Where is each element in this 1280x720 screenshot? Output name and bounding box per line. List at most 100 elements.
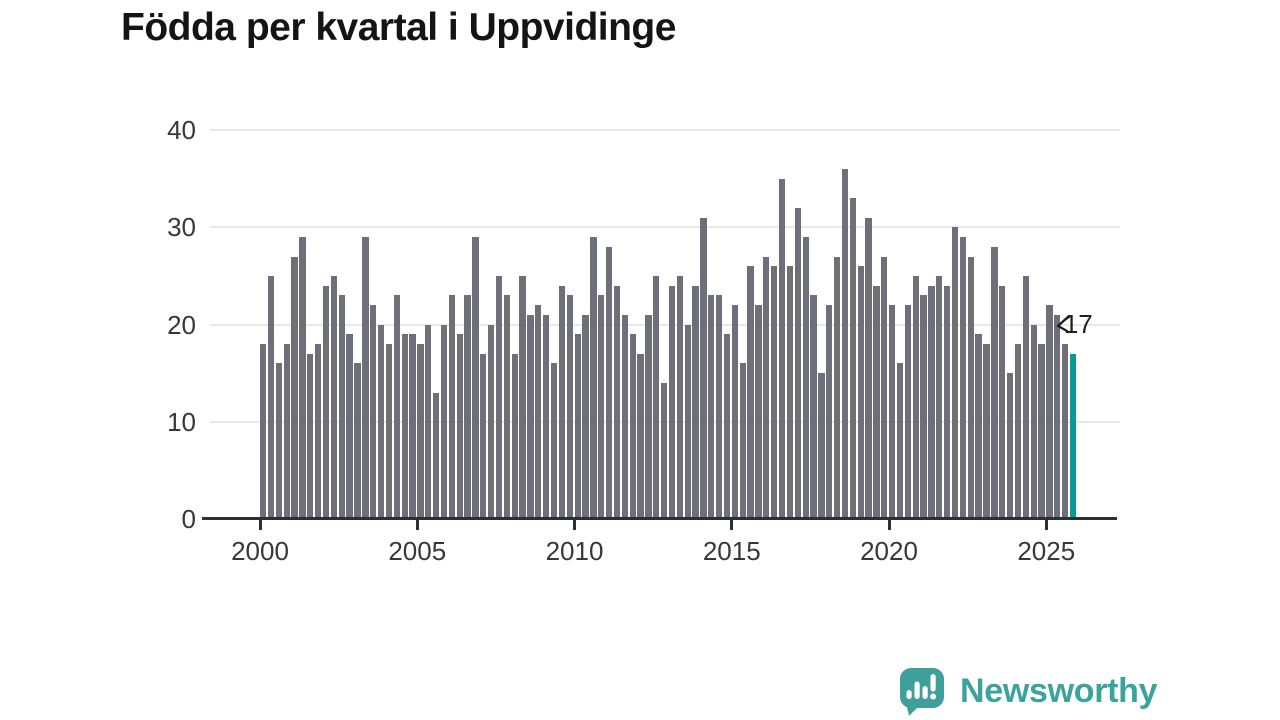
bar xyxy=(889,305,896,519)
bar xyxy=(936,276,943,519)
bar xyxy=(480,353,487,519)
bar xyxy=(865,217,872,519)
bar xyxy=(550,363,558,519)
bar xyxy=(322,285,330,519)
bar xyxy=(991,246,998,519)
bar xyxy=(527,314,534,519)
bar xyxy=(456,334,463,519)
bar xyxy=(1038,344,1045,519)
bar xyxy=(488,324,495,519)
y-axis-label: 40 xyxy=(167,115,196,146)
bar xyxy=(393,295,400,519)
bar xyxy=(857,266,864,519)
bar xyxy=(928,285,935,519)
axis-tick xyxy=(573,520,576,530)
bar xyxy=(260,344,267,519)
y-axis-label: 0 xyxy=(181,504,196,534)
bar xyxy=(951,227,959,519)
bar xyxy=(417,344,424,519)
bar xyxy=(1014,344,1022,519)
chart-title: Födda per kvartal i Uppvidinge xyxy=(121,6,676,49)
annotation-arrow-icon xyxy=(1056,314,1071,332)
bar xyxy=(582,314,589,519)
bar xyxy=(590,237,597,519)
gridline xyxy=(210,129,1120,132)
gridline xyxy=(210,323,1120,326)
bar xyxy=(826,305,833,519)
bar xyxy=(1046,305,1053,519)
bar xyxy=(692,285,699,519)
bar xyxy=(495,276,503,519)
x-axis-label: 2000 xyxy=(231,536,289,566)
bar xyxy=(912,276,919,519)
bar xyxy=(409,334,416,519)
bar xyxy=(598,295,605,519)
bar xyxy=(370,305,377,519)
bar xyxy=(613,285,621,519)
brand-wordmark: Newsworthy xyxy=(960,671,1158,710)
bar xyxy=(841,169,849,519)
bar xyxy=(354,363,361,519)
newsworthy-logo-icon xyxy=(900,668,944,716)
bar xyxy=(755,305,762,519)
bar xyxy=(833,256,841,519)
x-axis-label: 2010 xyxy=(545,536,604,566)
bar xyxy=(511,353,518,519)
bar xyxy=(802,237,809,519)
bar xyxy=(425,324,432,519)
bar xyxy=(448,295,455,519)
bar xyxy=(315,344,322,519)
bar xyxy=(307,353,314,519)
axis-tick xyxy=(887,520,891,530)
bar xyxy=(660,382,668,519)
axis-tick xyxy=(258,520,262,530)
bar xyxy=(275,363,283,519)
bar xyxy=(519,276,526,519)
bar xyxy=(881,256,888,519)
x-axis-label: 2020 xyxy=(860,536,918,566)
bar xyxy=(637,353,644,519)
bar xyxy=(432,392,440,519)
bar xyxy=(621,314,628,519)
gridline xyxy=(210,226,1120,229)
bar xyxy=(739,363,746,519)
bar xyxy=(676,276,683,519)
bar xyxy=(810,295,817,519)
bar xyxy=(778,178,786,519)
bar xyxy=(849,198,856,519)
bar xyxy=(464,295,471,519)
bar xyxy=(1061,344,1069,519)
bar xyxy=(605,246,613,519)
bar xyxy=(401,334,408,519)
bar xyxy=(716,295,723,519)
bar xyxy=(338,295,345,519)
bar xyxy=(440,324,448,519)
bar xyxy=(566,295,573,519)
bar xyxy=(1030,324,1037,519)
bar xyxy=(574,334,581,519)
bar xyxy=(771,266,778,519)
bar xyxy=(723,334,731,519)
bar xyxy=(668,285,676,519)
bar xyxy=(346,334,353,519)
x-axis-label: 2015 xyxy=(702,536,761,566)
bar xyxy=(708,295,715,519)
x-axis-label: 2025 xyxy=(1017,536,1076,566)
bar xyxy=(786,266,794,519)
bar xyxy=(944,285,951,519)
bar xyxy=(645,314,652,519)
bar xyxy=(959,237,967,519)
bar xyxy=(535,305,542,519)
highlighted-bar xyxy=(1069,353,1077,519)
bar xyxy=(684,324,691,519)
bar xyxy=(543,314,550,519)
bar xyxy=(1054,314,1061,519)
bar xyxy=(700,217,707,519)
axis-tick xyxy=(415,520,419,530)
bar xyxy=(283,344,290,519)
bar xyxy=(763,256,770,519)
bar xyxy=(330,276,338,519)
y-axis-label: 30 xyxy=(167,212,196,243)
